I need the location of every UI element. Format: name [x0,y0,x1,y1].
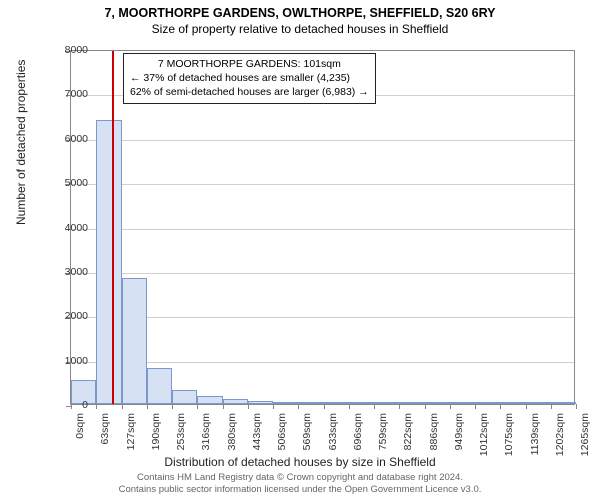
x-tick-mark [197,404,198,409]
x-tick-label: 1012sqm [478,413,490,456]
x-tick-label: 127sqm [125,413,137,450]
histogram-bar [475,402,500,404]
histogram-bar [324,402,349,404]
footer-attribution: Contains HM Land Registry data © Crown c… [0,472,600,496]
gridline [71,273,574,274]
x-tick-mark [374,404,375,409]
x-tick-label: 759sqm [377,413,389,450]
y-tick-label: 0 [82,399,88,411]
x-tick-label: 1202sqm [554,413,566,456]
x-tick-mark [96,404,97,409]
x-tick-mark [399,404,400,409]
x-tick-label: 1139sqm [529,413,541,455]
x-tick-label: 949sqm [453,413,465,450]
y-axis-label: Number of detached properties [14,60,28,225]
histogram-bar [425,402,450,404]
x-tick-label: 886sqm [428,413,440,450]
annotation-line: 7 MOORTHORPE GARDENS: 101sqm [130,57,369,71]
x-tick-mark [475,404,476,409]
x-tick-mark [122,404,123,409]
y-tick-label: 7000 [65,88,88,100]
x-tick-label: 633sqm [327,413,339,450]
x-tick-mark [223,404,224,409]
x-tick-mark [500,404,501,409]
x-tick-label: 253sqm [175,413,187,450]
histogram-bar [450,402,475,404]
histogram-bar [399,402,424,404]
x-tick-label: 696sqm [352,413,364,450]
y-tick-label: 1000 [65,355,88,367]
histogram-plot: 7 MOORTHORPE GARDENS: 101sqm← 37% of det… [70,50,575,405]
x-tick-label: 1075sqm [503,413,515,456]
footer-line: Contains public sector information licen… [0,484,600,496]
y-tick-label: 4000 [65,222,88,234]
x-tick-label: 1265sqm [579,413,591,456]
x-tick-mark [298,404,299,409]
x-tick-label: 822sqm [402,413,414,450]
page-title: 7, MOORTHORPE GARDENS, OWLTHORPE, SHEFFI… [0,0,600,20]
annotation-line: 62% of semi-detached houses are larger (… [130,85,369,99]
histogram-bar [374,402,399,404]
x-tick-label: 506sqm [276,413,288,450]
y-tick-label: 3000 [65,266,88,278]
x-tick-mark [324,404,325,409]
x-tick-mark [248,404,249,409]
gridline [71,229,574,230]
x-tick-mark [551,404,552,409]
x-tick-label: 0sqm [74,413,86,439]
histogram-bar [349,402,374,404]
x-tick-label: 443sqm [251,413,263,450]
x-tick-mark [273,404,274,409]
x-tick-mark [526,404,527,409]
histogram-bar [500,402,525,404]
annotation-line: ← 37% of detached houses are smaller (4,… [130,71,369,85]
histogram-bar [96,120,121,404]
histogram-bar [248,401,273,404]
histogram-bar [526,402,551,404]
histogram-bar [122,278,147,404]
x-tick-mark [450,404,451,409]
histogram-bar [273,402,298,404]
y-tick-label: 8000 [65,44,88,56]
histogram-bar [197,396,222,404]
x-tick-mark [147,404,148,409]
x-axis-label: Distribution of detached houses by size … [0,455,600,469]
x-tick-mark [425,404,426,409]
footer-line: Contains HM Land Registry data © Crown c… [0,472,600,484]
histogram-bar [223,399,248,404]
histogram-bar [551,402,576,404]
gridline [71,140,574,141]
chart-container: 7 MOORTHORPE GARDENS: 101sqm← 37% of det… [70,50,575,405]
x-tick-label: 316sqm [200,413,212,450]
x-tick-label: 63sqm [99,413,111,445]
histogram-bar [172,390,197,404]
property-marker-line [112,51,114,404]
x-tick-label: 380sqm [226,413,238,450]
y-tick-label: 6000 [65,133,88,145]
annotation-box: 7 MOORTHORPE GARDENS: 101sqm← 37% of det… [123,53,376,104]
x-tick-mark [349,404,350,409]
x-tick-mark [172,404,173,409]
histogram-bar [147,368,172,404]
page-subtitle: Size of property relative to detached ho… [0,20,600,36]
y-tick-label: 5000 [65,177,88,189]
x-tick-label: 569sqm [301,413,313,450]
x-tick-mark [576,404,577,409]
histogram-bar [298,402,323,404]
gridline [71,184,574,185]
y-tick-label: 2000 [65,310,88,322]
x-tick-label: 190sqm [150,413,162,450]
x-tick-mark [71,404,72,409]
